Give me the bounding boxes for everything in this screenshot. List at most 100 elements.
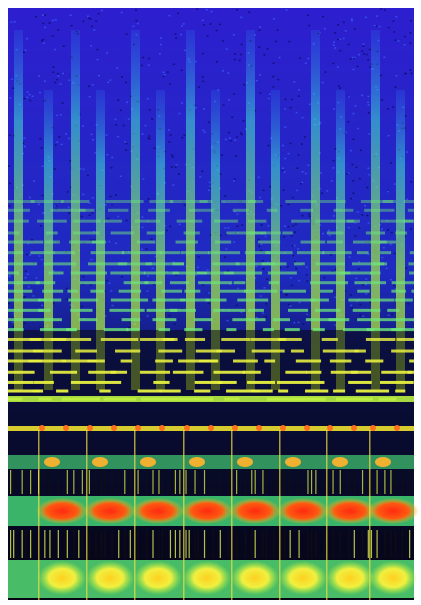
harmonic [409, 271, 414, 274]
speckle [66, 298, 68, 300]
speckle [179, 224, 181, 226]
harmonic [221, 338, 250, 341]
speckle [365, 17, 367, 19]
speckle [61, 144, 63, 146]
vline [348, 530, 349, 558]
speckle [116, 67, 118, 69]
harmonic [184, 328, 202, 331]
harmonic [104, 328, 128, 331]
speckle [67, 191, 69, 193]
onset-line [86, 430, 88, 600]
speckle [368, 133, 370, 135]
speckle [366, 215, 368, 217]
harmonic [109, 381, 121, 384]
speckle [366, 54, 368, 56]
harmonic [110, 271, 145, 274]
harmonic [34, 318, 62, 321]
speckle [125, 149, 127, 151]
harmonic [119, 290, 141, 293]
vline [130, 470, 131, 494]
speckle [42, 39, 44, 41]
speckle [195, 274, 197, 276]
harmonic [233, 209, 249, 212]
speckle [350, 198, 352, 200]
speckle [260, 244, 262, 246]
harmonic [137, 241, 156, 244]
harmonic [213, 309, 245, 312]
harmonic [148, 209, 170, 212]
speckle [243, 84, 245, 86]
speckle [98, 13, 100, 15]
dot [135, 425, 141, 431]
harmonic [252, 350, 285, 353]
speckle [25, 270, 27, 272]
speckle [195, 107, 197, 109]
speckle [11, 78, 13, 80]
harmonic [90, 290, 103, 293]
speckle [410, 181, 412, 183]
speckle [11, 21, 13, 23]
speckle [351, 20, 353, 22]
speckle [9, 205, 11, 207]
speckle [146, 248, 148, 250]
speckle [282, 168, 284, 170]
speckle [181, 137, 183, 139]
harmonic [269, 281, 280, 284]
speckle [90, 284, 92, 286]
vline [78, 470, 79, 494]
speckle [209, 182, 211, 184]
harmonic [348, 381, 372, 384]
vline [67, 530, 68, 558]
vline [220, 530, 221, 558]
speckle [258, 246, 260, 248]
speckle [233, 241, 235, 243]
speckle [141, 216, 143, 218]
speckle [354, 28, 356, 30]
speckle [92, 197, 94, 199]
harmonic [357, 251, 369, 254]
speckle [394, 183, 396, 185]
speckle [126, 33, 128, 35]
harmonic [351, 371, 371, 374]
vline [251, 470, 252, 494]
speckle [166, 230, 168, 232]
speckle [363, 53, 365, 55]
vline [175, 530, 176, 558]
speckle [117, 136, 119, 138]
speckle [260, 250, 262, 252]
speckle [356, 167, 358, 169]
harmonic [172, 262, 183, 265]
vline [262, 470, 263, 494]
speckle [29, 254, 31, 256]
speckle [90, 259, 92, 261]
speckle [57, 75, 59, 77]
speckle [291, 235, 293, 237]
speckle [242, 120, 244, 122]
harmonic [232, 318, 265, 321]
speckle [363, 44, 365, 46]
harmonic [159, 328, 171, 331]
speckle [324, 28, 326, 30]
harmonic [109, 309, 144, 312]
speckle [288, 304, 290, 306]
vline [179, 470, 180, 494]
speckle [306, 274, 308, 276]
speckle [117, 216, 119, 218]
speckle [369, 49, 371, 51]
speckle [231, 116, 233, 118]
vline [245, 470, 246, 494]
speckle [202, 20, 204, 22]
speckle [171, 166, 173, 168]
harmonic [115, 350, 140, 353]
harmonic [170, 309, 196, 312]
harmonic [370, 271, 380, 274]
speckle [352, 113, 354, 115]
speckle [391, 232, 393, 234]
vline [362, 470, 363, 494]
harmonic [144, 281, 162, 284]
vline [44, 470, 45, 494]
dot [92, 457, 108, 467]
harmonic [176, 241, 198, 244]
speckle [183, 23, 185, 25]
vline [204, 530, 205, 558]
